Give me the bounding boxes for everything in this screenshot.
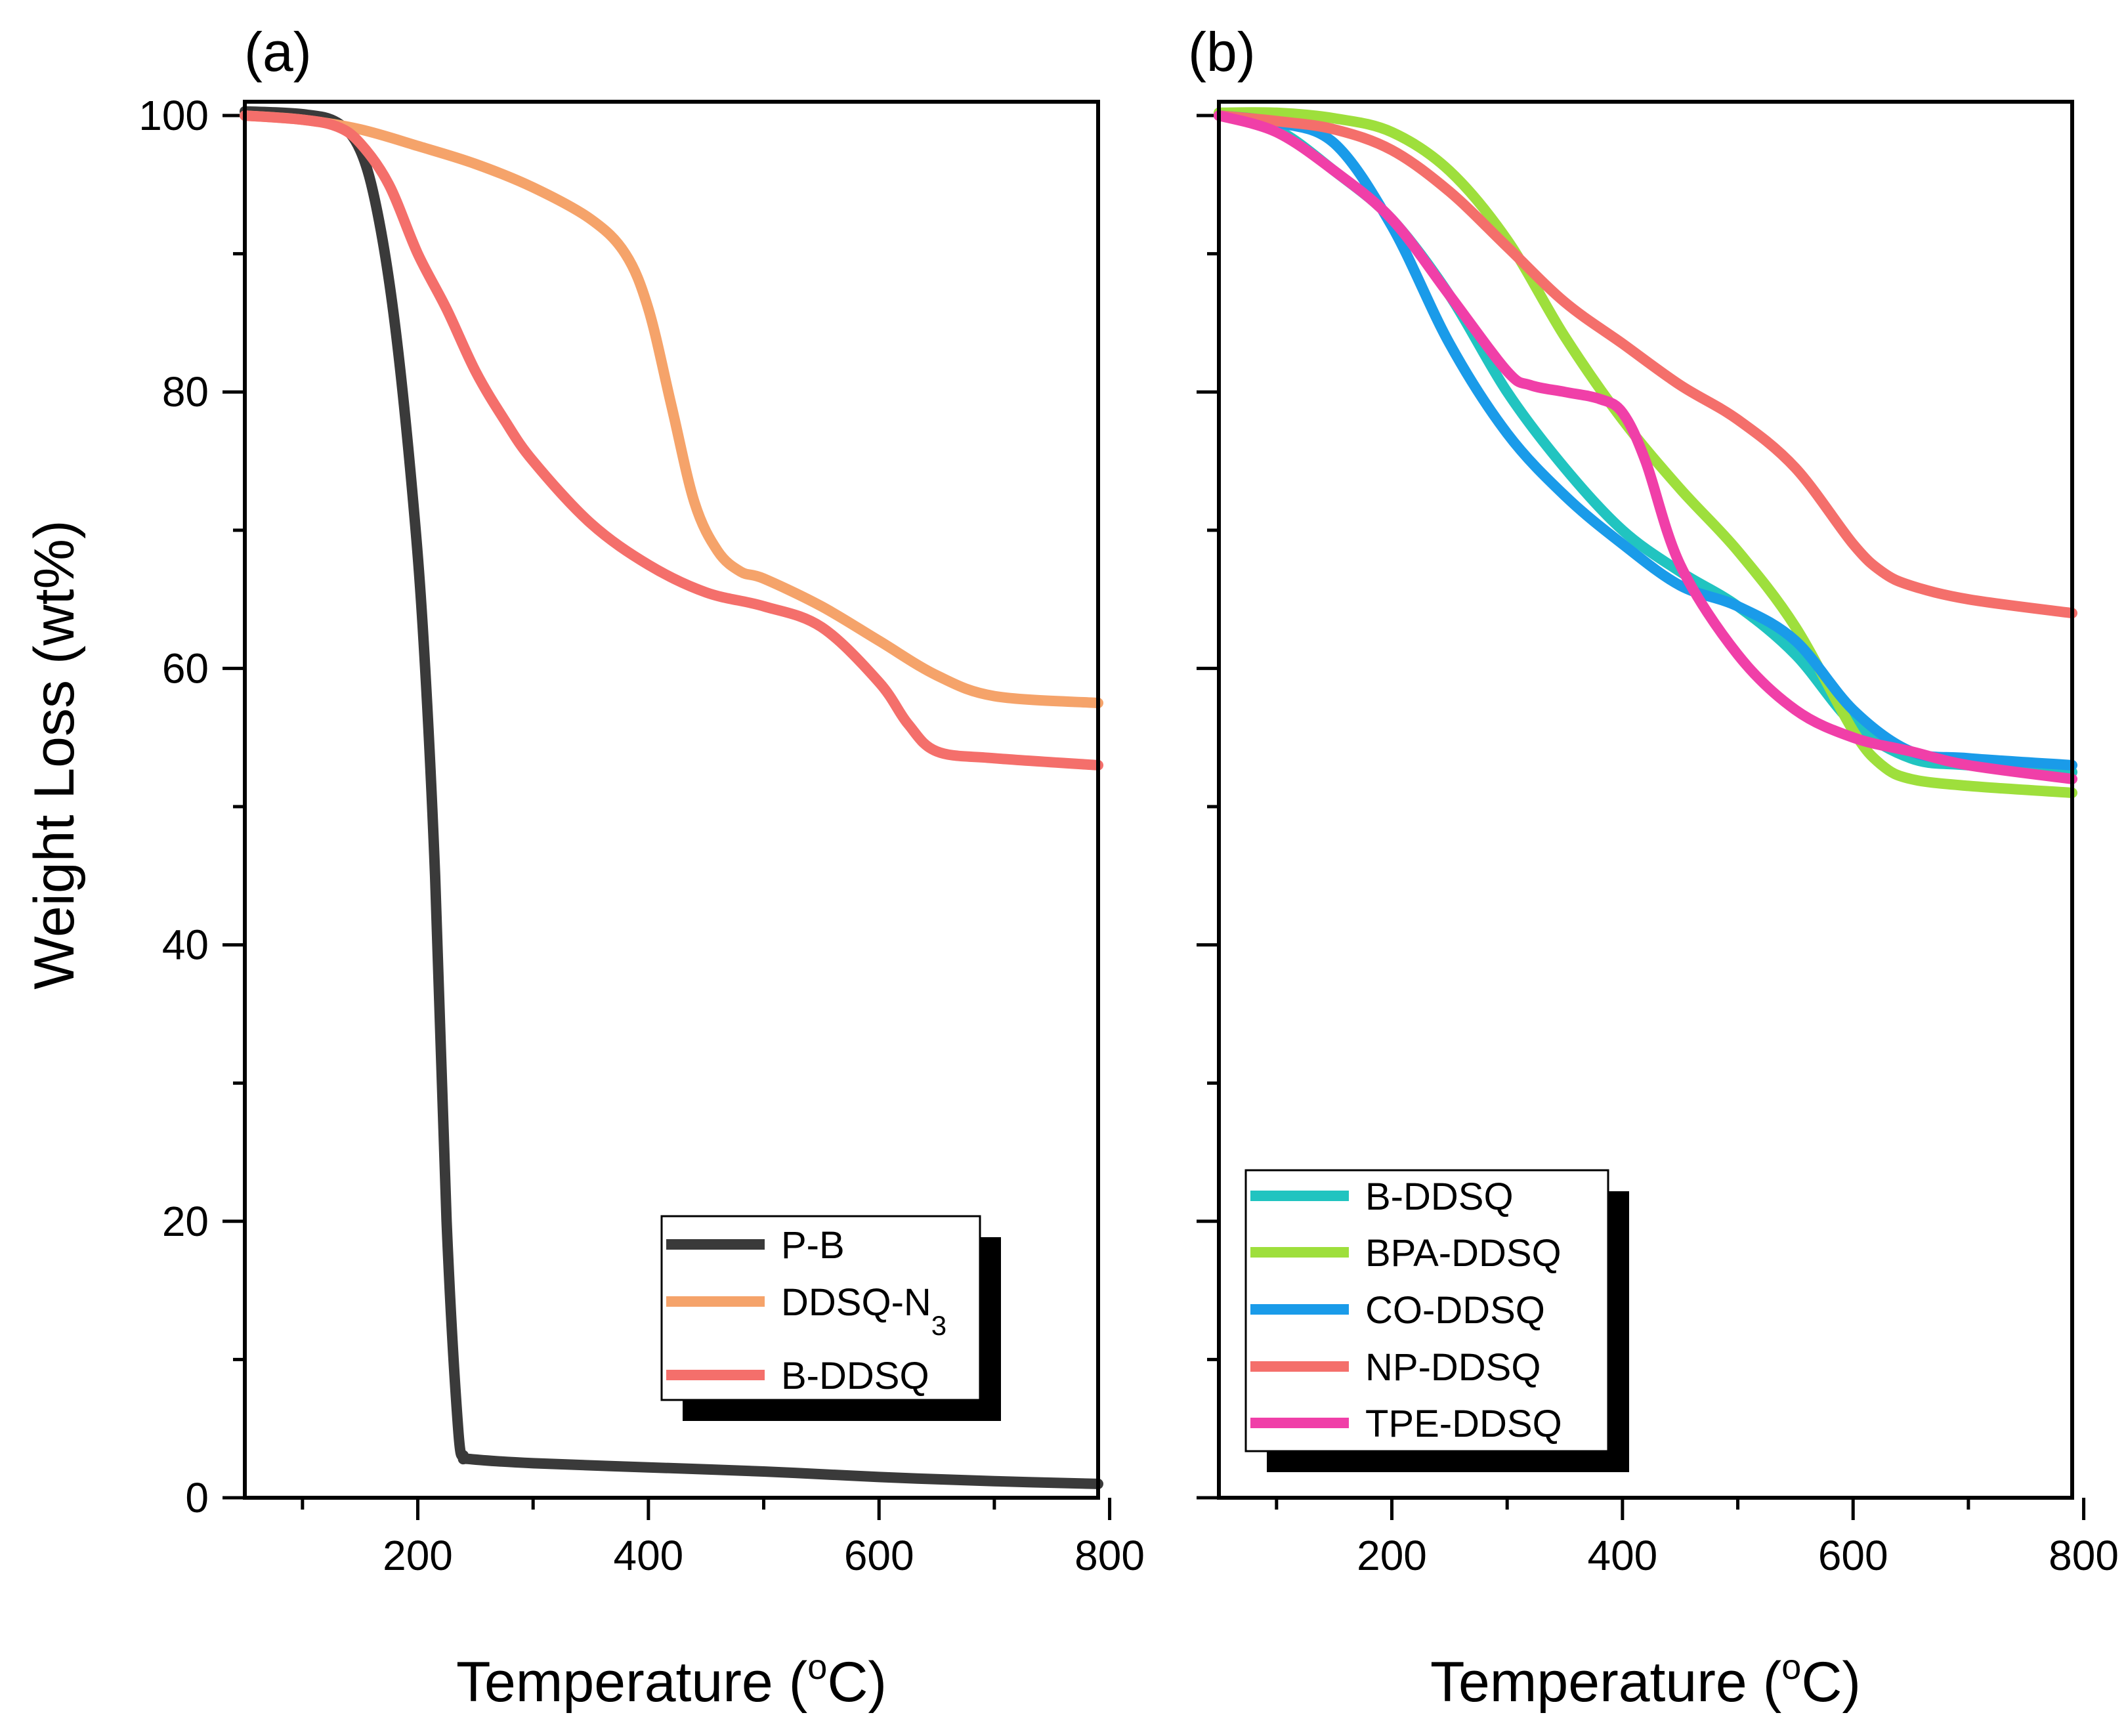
series-line-co-ddsq — [1214, 110, 2077, 771]
panel-a-frame — [243, 100, 1100, 1500]
legend-b-label-co-ddsq: CO-DDSQ — [1365, 1289, 1545, 1332]
panel-b-ticks: 200 400 600 800 — [1197, 114, 2119, 1579]
legend-a: P-B DDSQ-N3 B-DDSQ — [660, 1215, 1001, 1421]
panel-a-x-axis-title: Temperature (oC) — [456, 1647, 887, 1714]
x-tick-label: 800 — [1074, 1532, 1145, 1579]
panel-a: (a) Weight Loss (wt%) 200 400 600 800 0 20 40 6… — [23, 21, 1145, 1714]
series-line-p-b — [240, 106, 1103, 1489]
panel-a-series — [240, 106, 1103, 1489]
panel-a-label: (a) — [244, 21, 312, 83]
y-tick-label: 80 — [162, 368, 209, 415]
series-line-bpa-ddsq — [1214, 107, 2077, 798]
legend-b: B-DDSQ BPA-DDSQ CO-DDSQ NP-DDSQ TPE-DDSQ — [1244, 1169, 1629, 1472]
panel-b-x-axis-title: Temperature (oC) — [1430, 1647, 1861, 1714]
x-tick-label: 600 — [844, 1532, 914, 1579]
x-tick-label: 600 — [1818, 1532, 1888, 1579]
x-tick-label: 200 — [383, 1532, 453, 1579]
series-line-tpe-ddsq — [1214, 110, 2077, 784]
legend-a-label-p-b: P-B — [781, 1224, 845, 1267]
panel-b-label: (b) — [1188, 21, 1256, 83]
legend-a-label-b-ddsq: B-DDSQ — [781, 1355, 929, 1397]
y-tick-label: 100 — [138, 92, 209, 139]
panel-b: (b) 200 400 600 800 Temperature (oC) B-DDSQ… — [1188, 21, 2119, 1714]
x-tick-label: 800 — [2049, 1532, 2119, 1579]
y-tick-label: 0 — [185, 1474, 209, 1521]
series-line-ddsq-n3 — [240, 110, 1103, 709]
x-tick-label: 400 — [1587, 1532, 1657, 1579]
x-tick-label: 200 — [1357, 1532, 1427, 1579]
legend-b-label-np-ddsq: NP-DDSQ — [1365, 1346, 1541, 1389]
legend-b-label-b-ddsq: B-DDSQ — [1365, 1175, 1514, 1218]
legend-b-label-bpa-ddsq: BPA-DDSQ — [1365, 1232, 1562, 1275]
y-tick-label: 40 — [162, 921, 209, 969]
legend-b-label-tpe-ddsq: TPE-DDSQ — [1365, 1403, 1562, 1445]
legend-a-label-ddsq-n3: DDSQ-N3 — [781, 1281, 946, 1341]
series-line-np-ddsq — [1214, 110, 2077, 619]
series-line-b-ddsq — [240, 110, 1103, 771]
panel-a-ticks: 200 400 600 800 0 20 40 60 80 100 — [138, 92, 1145, 1579]
panel-b-series — [1214, 107, 2077, 798]
y-tick-label: 60 — [162, 645, 209, 692]
y-axis-title: Weight Loss (wt%) — [23, 520, 86, 989]
y-tick-label: 20 — [162, 1198, 209, 1245]
x-tick-label: 400 — [613, 1532, 683, 1579]
panel-b-frame — [1217, 100, 2074, 1500]
